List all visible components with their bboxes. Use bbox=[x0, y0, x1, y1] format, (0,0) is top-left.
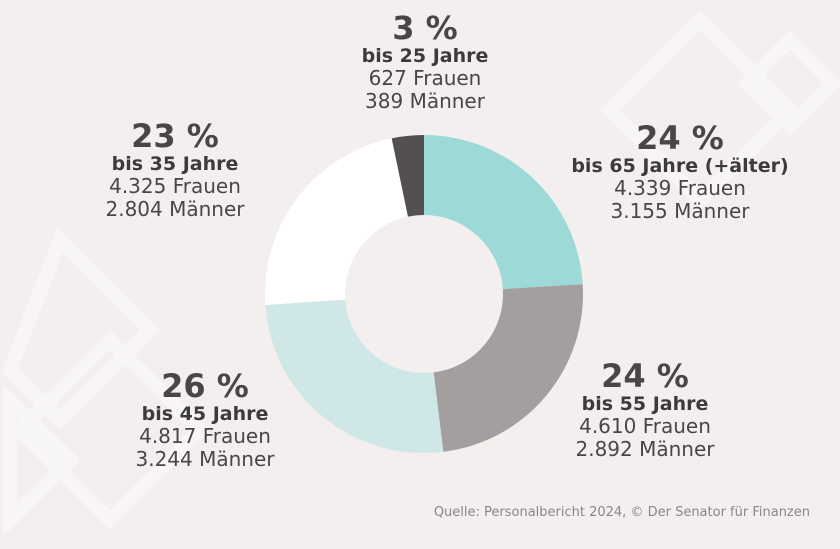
background-diamonds bbox=[1, 10, 840, 537]
label-bis-65: 24 % bis 65 Jahre (+älter) 4.339 Frauen … bbox=[555, 119, 805, 224]
frauen-count: 4.610 Frauen bbox=[579, 414, 711, 439]
slice-bis-25-jahre bbox=[391, 135, 424, 217]
frauen-count: 4.325 Frauen bbox=[109, 174, 241, 199]
age-label: bis 65 Jahre (+älter) bbox=[571, 154, 789, 177]
percent-label: 3 % bbox=[392, 9, 458, 47]
percent-label: 23 % bbox=[131, 117, 219, 155]
frauen-count: 627 Frauen bbox=[368, 66, 482, 91]
frauen-count: 4.339 Frauen bbox=[614, 176, 746, 201]
slice-bis-55-jahre bbox=[433, 284, 583, 452]
label-bis-35: 23 % bis 35 Jahre 4.325 Frauen 2.804 Män… bbox=[70, 117, 280, 222]
age-label: bis 45 Jahre bbox=[141, 402, 269, 425]
slice-bis-65-jahre-lter- bbox=[424, 135, 583, 290]
percent-label: 26 % bbox=[161, 367, 249, 405]
maenner-count: 2.804 Männer bbox=[105, 197, 245, 222]
maenner-count: 389 Männer bbox=[365, 89, 485, 114]
maenner-count: 3.244 Männer bbox=[135, 447, 275, 472]
source-note: Quelle: Personalbericht 2024, © Der Sena… bbox=[433, 505, 810, 520]
slice-bis-45-jahre bbox=[265, 299, 444, 453]
label-bis-55: 24 % bis 55 Jahre 4.610 Frauen 2.892 Män… bbox=[540, 357, 750, 462]
age-label: bis 35 Jahre bbox=[111, 152, 239, 175]
age-label: bis 55 Jahre bbox=[581, 392, 709, 415]
slice-bis-35-jahre bbox=[265, 138, 408, 306]
frauen-count: 4.817 Frauen bbox=[139, 424, 271, 449]
percent-label: 24 % bbox=[636, 119, 724, 157]
age-label: bis 25 Jahre bbox=[361, 44, 489, 67]
maenner-count: 3.155 Männer bbox=[610, 199, 750, 224]
label-bis-25: 3 % bis 25 Jahre 627 Frauen 389 Männer bbox=[315, 9, 535, 114]
maenner-count: 2.892 Männer bbox=[575, 437, 715, 462]
percent-label: 24 % bbox=[601, 357, 689, 395]
label-bis-45: 26 % bis 45 Jahre 4.817 Frauen 3.244 Män… bbox=[100, 367, 310, 472]
